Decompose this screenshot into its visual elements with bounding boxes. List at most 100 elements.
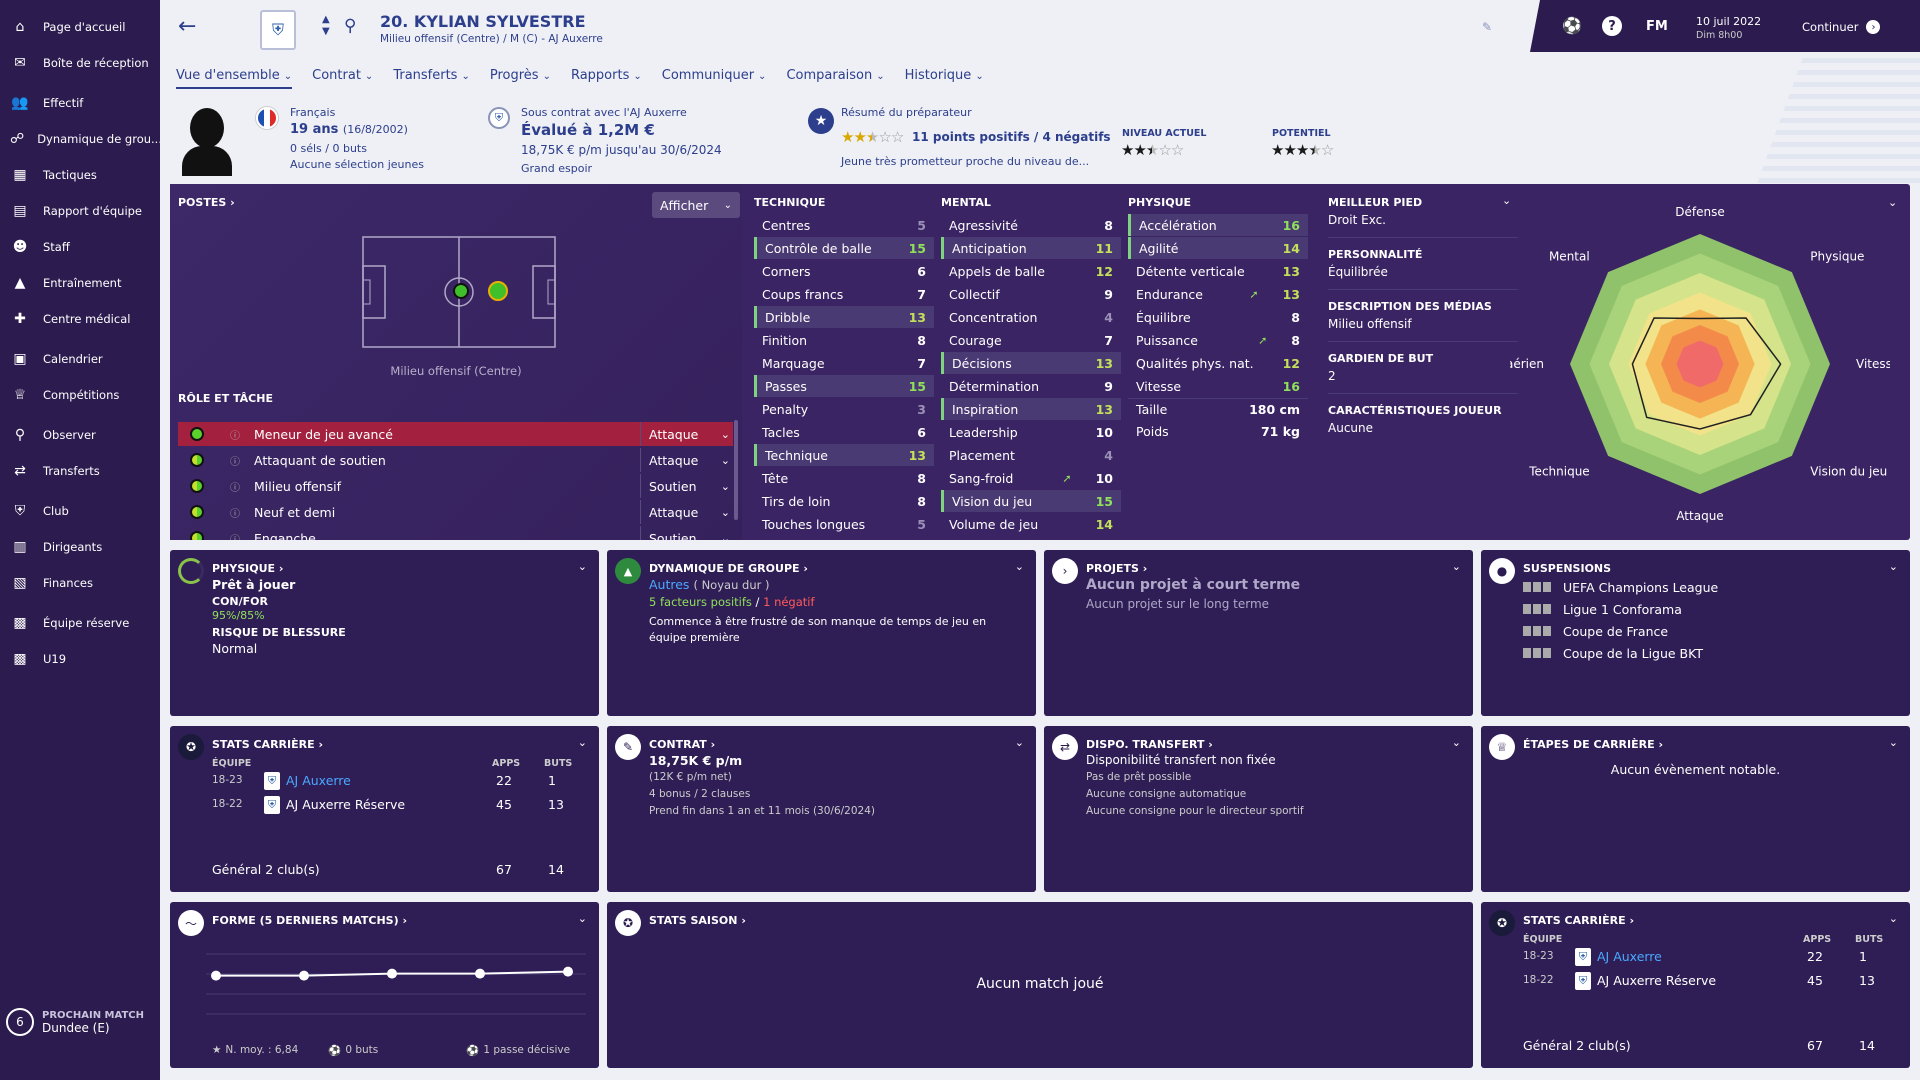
season-card-title[interactable]: STATS SAISON › [649,914,746,927]
form-point[interactable] [211,970,221,981]
career-team[interactable]: AJ Auxerre [1597,949,1662,964]
sidebar-item-12[interactable]: ⇄ Transferts [0,456,160,486]
show-dropdown[interactable]: Afficher ⌄ [652,192,740,218]
sidebar: ⌂ Page d'accueil ✉ Boîte de réception 👥 Effec… [0,0,160,1080]
roles-scrollbar[interactable] [734,420,738,520]
form-point[interactable] [299,970,309,981]
duty-dropdown[interactable]: Attaque ⌄ [640,500,738,524]
sidebar-item-6[interactable]: ☻ Staff [0,232,160,262]
role-row[interactable]: ⓘ Meneur de jeu avancé Attaque ⌄ [178,422,733,446]
career-card-2-title[interactable]: STATS CARRIÈRE › [1523,914,1634,927]
physique-card-title[interactable]: PHYSIQUE › [212,562,284,575]
form-point[interactable] [563,966,573,977]
positions-title[interactable]: POSTES › [178,196,235,209]
sidebar-item-2[interactable]: 👥 Effectif [0,88,160,118]
sidebar-item-5[interactable]: ▤ Rapport d'équipe [0,196,160,226]
sidebar-item-16[interactable]: ▩ Équipe réserve [0,608,160,638]
form-point[interactable] [387,968,397,979]
role-name: Meneur de jeu avancé [254,426,393,442]
contract-card-title[interactable]: CONTRAT › [649,738,716,751]
sidebar-item-1[interactable]: ✉ Boîte de réception [0,48,160,78]
sidebar-item-17[interactable]: ▩ U19 [0,644,160,674]
sidebar-item-0[interactable]: ⌂ Page d'accueil [0,12,160,42]
chevron-down-icon[interactable]: ⌄ [577,736,587,749]
info-icon[interactable]: ⓘ [230,430,240,442]
tab-7[interactable]: Historique ⌄ [905,68,984,89]
duty-dropdown[interactable]: Attaque ⌄ [640,448,738,472]
sidebar-item-10[interactable]: ♕ Compétitions [0,380,160,410]
chevron-down-icon[interactable]: ⌄ [577,560,587,573]
duty-dropdown[interactable]: Attaque ⌄ [640,422,738,446]
transfer-line-1: Pas de prêt possible [1086,771,1192,783]
next-match-value: Dundee (E) [42,1020,110,1035]
career-team[interactable]: AJ Auxerre [286,773,351,788]
career-team[interactable]: AJ Auxerre Réserve [286,797,406,812]
tab-0[interactable]: Vue d'ensemble ⌄ [176,68,293,89]
sidebar-item-4[interactable]: ▦ Tactiques [0,160,160,190]
duty-dropdown[interactable]: Soutien ⌄ [640,474,738,498]
chevron-down-icon[interactable]: ⌄ [1888,560,1898,573]
attribute-row: Accélération 16 [1128,214,1308,236]
chevron-down-icon[interactable]: ⌄ [1014,560,1024,573]
role-row[interactable]: ⓘ Milieu offensif Soutien ⌄ [178,474,733,498]
form-point[interactable] [475,968,485,979]
next-match[interactable]: 6 PROCHAIN MATCH Dundee (E) [6,1008,144,1036]
role-row[interactable]: ⓘ Neuf et demi Attaque ⌄ [178,500,733,524]
group-name[interactable]: Autres [649,577,690,592]
chevron-down-icon[interactable]: ⌄ [1888,912,1898,925]
tab-3[interactable]: Progrès ⌄ [490,68,551,89]
fm-menu[interactable]: FM [1646,19,1668,34]
chevron-down-icon[interactable]: ⌄ [1888,736,1898,749]
tab-5[interactable]: Communiquer ⌄ [662,68,767,89]
milestones-card-title[interactable]: ÉTAPES DE CARRIÈRE › [1523,738,1663,751]
sidebar-item-11[interactable]: ⚲ Observer [0,420,160,450]
position-dot-am[interactable] [453,283,469,299]
transfer-card-title[interactable]: DISPO. TRANSFERT › [1086,738,1213,751]
position-dot-amc[interactable] [488,281,508,301]
chevron-down-icon[interactable]: ⌄ [1502,194,1512,207]
sidebar-item-14[interactable]: ▥ Dirigeants [0,532,160,562]
ball-icon[interactable]: ⚽ [1562,16,1582,35]
info-icon[interactable]: ⓘ [230,482,240,494]
attribute-name: Appels de balle [949,263,1045,279]
role-row[interactable]: ⓘ Enganche Soutien ⌄ [178,526,733,540]
search-icon[interactable]: ⚲ [344,16,357,36]
sidebar-item-label: Calendrier [43,352,103,366]
chevron-down-icon[interactable]: ⌄ [577,912,587,925]
attribute-name: Qualités phys. nat. [1136,355,1254,371]
tab-2[interactable]: Transferts ⌄ [393,68,470,89]
career-card-title[interactable]: STATS CARRIÈRE › [212,738,323,751]
chevron-down-icon[interactable]: ⌄ [1888,196,1898,209]
help-icon[interactable]: ? [1602,16,1622,36]
chevron-down-icon[interactable]: ⌄ [1451,560,1461,573]
dynamics-card-title[interactable]: DYNAMIQUE DE GROUPE › [649,562,808,575]
form-card-title[interactable]: FORME (5 DERNIERS MATCHS) › [212,914,407,927]
col-apps: APPS [1803,934,1832,945]
role-row[interactable]: ⓘ Attaquant de soutien Attaque ⌄ [178,448,733,472]
sidebar-item-8[interactable]: ✚ Centre médical [0,304,160,334]
info-icon[interactable]: ⓘ [230,456,240,468]
chevron-down-icon[interactable]: ⌄ [1451,736,1461,749]
info-icon[interactable]: ⓘ [230,508,240,520]
player-nav-arrows-icon[interactable]: ▲ ▼ [322,14,330,37]
attribute-name: Finition [762,332,808,348]
coach-desc[interactable]: Jeune très prometteur proche du niveau d… [841,155,1090,168]
sidebar-item-15[interactable]: ▧ Finances [0,568,160,598]
duty-dropdown[interactable]: Soutien ⌄ [640,526,738,540]
sidebar-item-7[interactable]: ▲ Entraînement [0,268,160,298]
projects-card-title[interactable]: PROJETS › [1086,562,1148,575]
sidebar-item-3[interactable]: ☍ Dynamique de grou... [0,124,160,154]
best-foot: Droit Exc. [1328,213,1386,227]
info-icon[interactable]: ⓘ [230,534,240,541]
sidebar-item-13[interactable]: ⛨ Club [0,496,160,526]
tab-4[interactable]: Rapports ⌄ [571,68,642,89]
sidebar-item-9[interactable]: ▣ Calendrier [0,344,160,374]
chevron-down-icon[interactable]: ⌄ [1014,736,1024,749]
tab-6[interactable]: Comparaison ⌄ [786,68,884,89]
back-arrow-icon[interactable]: ← [178,14,197,39]
career-team[interactable]: AJ Auxerre Réserve [1597,973,1717,988]
sidebar-item-label: Dirigeants [43,540,103,554]
tab-1[interactable]: Contrat ⌄ [312,68,373,89]
continue-button[interactable]: Continuer › [1802,20,1881,34]
edit-icon[interactable]: ✎ [1482,20,1493,34]
